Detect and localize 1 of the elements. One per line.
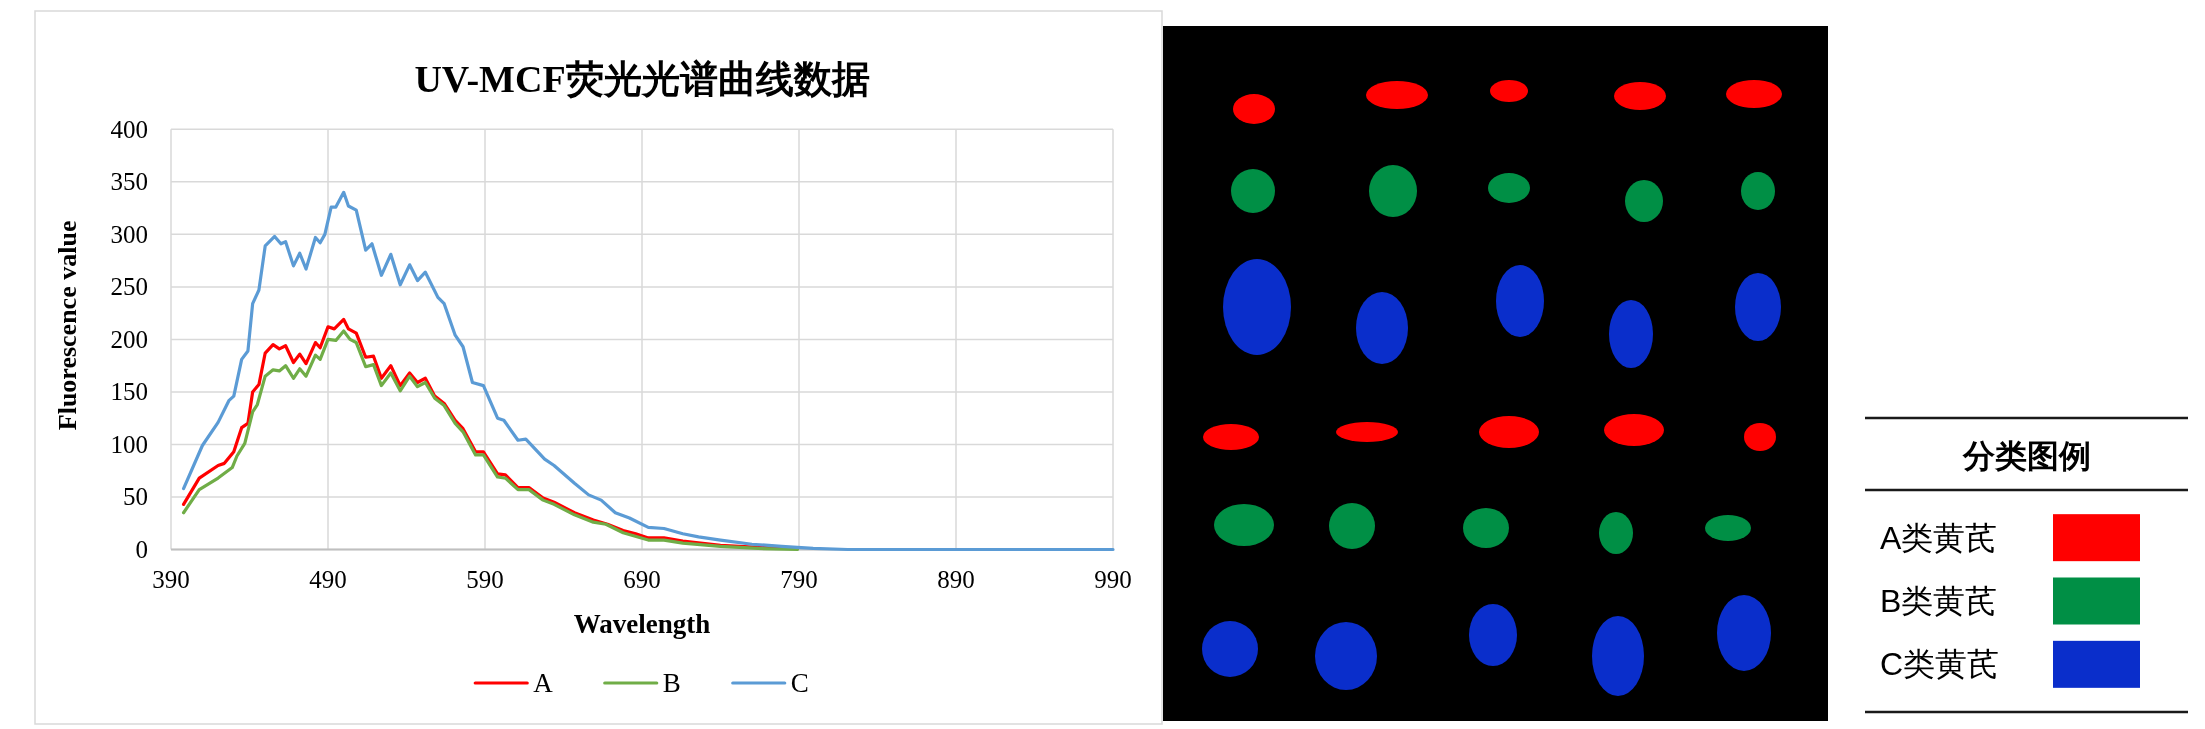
title: UV-MCF荧光光谱曲线数据 xyxy=(414,58,870,100)
